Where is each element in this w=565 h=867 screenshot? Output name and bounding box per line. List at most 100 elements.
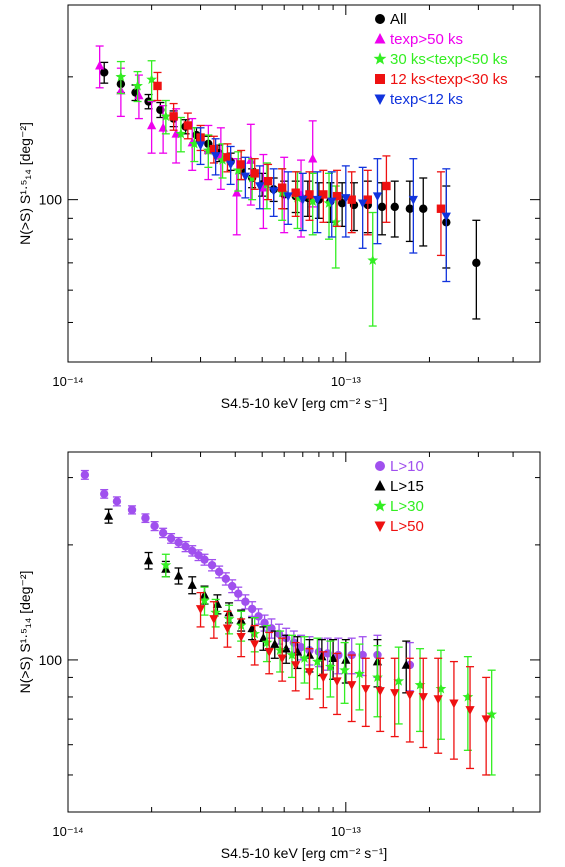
data-point	[486, 708, 498, 720]
data-point	[132, 80, 143, 91]
legend: All texp>50 ks 30 ks<texp<50 ks 12 ks<texp<…	[373, 11, 508, 108]
data-point	[194, 550, 203, 560]
data-point	[223, 153, 232, 162]
data-point	[292, 192, 303, 203]
series-3	[153, 71, 446, 257]
data-point	[358, 199, 368, 209]
data-point	[305, 190, 314, 199]
data-point	[199, 594, 210, 606]
data-point	[187, 580, 197, 589]
data-point	[347, 195, 356, 204]
legend-label: L>50	[390, 518, 424, 535]
legend-label: L>15	[390, 478, 424, 495]
data-point	[258, 182, 269, 192]
data-point	[414, 679, 426, 690]
data-point	[361, 685, 371, 694]
data-point	[95, 60, 105, 70]
data-point	[115, 71, 127, 82]
x-axis-label: S4.5-10 keV [erg cm⁻² s⁻¹]	[221, 395, 388, 411]
data-point	[291, 188, 300, 197]
data-point	[127, 505, 137, 515]
data-point	[241, 597, 250, 606]
data-point	[195, 141, 206, 151]
data-point	[308, 153, 318, 163]
data-point	[246, 155, 256, 164]
data-point	[319, 190, 328, 199]
data-point	[103, 510, 114, 520]
data-point	[236, 632, 246, 642]
data-point	[221, 574, 231, 584]
data-point	[156, 105, 165, 115]
legend: L>10 L>15 L>30 L>50	[373, 458, 424, 535]
data-point	[277, 183, 287, 192]
data-point	[264, 648, 274, 657]
data-point	[286, 649, 298, 660]
data-point	[134, 90, 144, 100]
data-point	[481, 715, 491, 725]
data-point	[390, 202, 399, 212]
data-point	[223, 613, 235, 624]
data-point	[158, 528, 168, 538]
y-axis-label: N(>S) S¹·⁵₁₄ [deg⁻²]	[17, 122, 33, 245]
data-point	[318, 673, 328, 683]
data-point	[222, 624, 233, 634]
data-point	[298, 195, 308, 205]
data-point	[291, 661, 301, 671]
series-3	[195, 591, 491, 776]
data-point	[200, 555, 209, 564]
data-point	[354, 668, 365, 679]
legend-marker	[374, 94, 386, 105]
data-point	[304, 668, 315, 678]
data-point	[441, 212, 451, 222]
data-point	[274, 644, 286, 655]
data-point	[175, 128, 187, 139]
data-point	[171, 128, 181, 138]
plot-frame	[67, 4, 541, 363]
data-point	[236, 160, 246, 169]
series-4	[195, 127, 451, 283]
series-2	[160, 553, 498, 776]
data-point	[347, 681, 357, 690]
data-point	[311, 655, 323, 667]
data-point	[436, 204, 446, 213]
data-point	[173, 570, 184, 580]
data-point	[382, 181, 391, 191]
data-point	[393, 675, 405, 686]
data-point	[405, 691, 415, 700]
data-point	[160, 559, 172, 570]
legend-label: texp<12 ks	[390, 91, 463, 108]
data-point	[263, 176, 273, 186]
data-point	[401, 659, 411, 669]
data-point	[419, 204, 428, 213]
data-point	[143, 555, 154, 565]
y-tick-label: 100	[39, 652, 63, 668]
data-point	[339, 664, 350, 675]
data-point	[330, 216, 342, 227]
legend-marker	[375, 14, 385, 24]
data-point	[202, 144, 214, 156]
legend-label: 30 ks<texp<50 ks	[390, 51, 508, 68]
data-point	[435, 683, 447, 694]
data-point	[209, 615, 219, 624]
legend-marker	[374, 521, 386, 532]
data-point	[183, 121, 193, 130]
plot-frame	[67, 451, 541, 813]
data-point	[214, 567, 224, 577]
data-point	[277, 654, 287, 664]
data-point	[377, 202, 387, 212]
data-point	[240, 172, 251, 182]
x-axis-label: S4.5-10 keV [erg cm⁻² s⁻¹]	[221, 845, 388, 861]
data-point	[283, 192, 293, 202]
data-point	[232, 187, 242, 197]
data-point	[390, 689, 400, 698]
data-point	[363, 195, 373, 204]
x-tick-label: 10⁻¹³	[331, 824, 362, 839]
data-point	[80, 470, 90, 480]
legend-label: All	[390, 11, 407, 28]
data-point	[449, 699, 459, 709]
legend-marker	[373, 499, 387, 512]
data-point	[307, 195, 319, 207]
legend-marker	[373, 52, 387, 65]
legend-label: L>10	[390, 458, 424, 475]
